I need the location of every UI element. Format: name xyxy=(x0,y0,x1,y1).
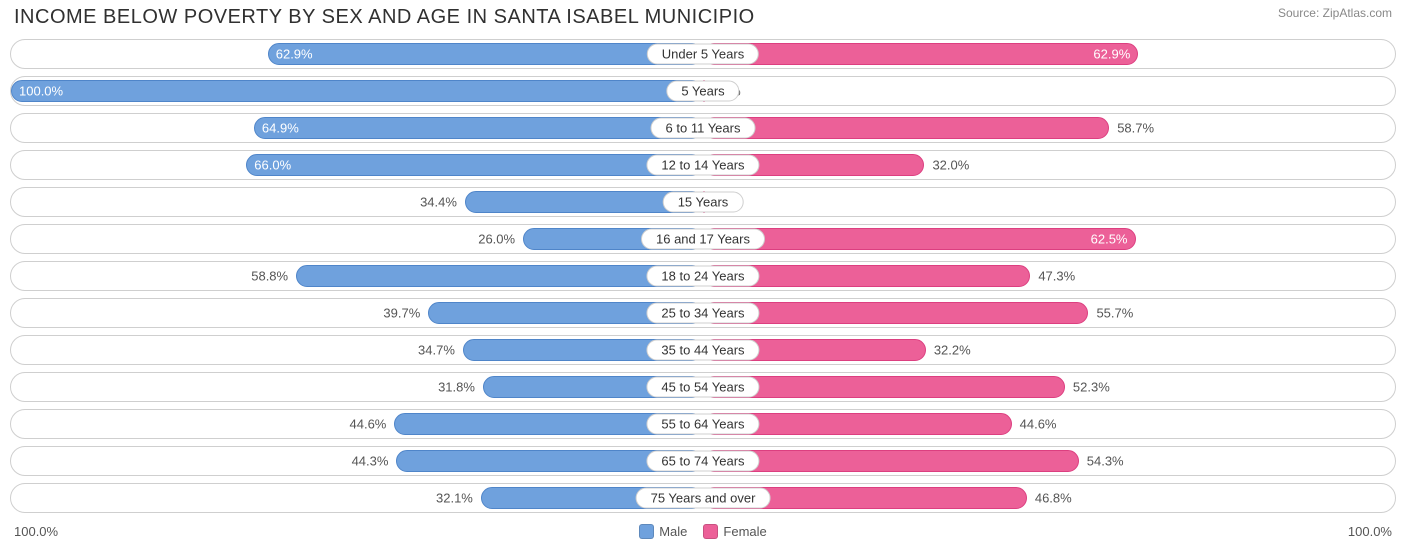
female-bar xyxy=(703,228,1136,250)
female-value-label: 62.9% xyxy=(1093,47,1130,62)
bar-row: 66.0% 32.0% 12 to 14 Years xyxy=(10,150,1396,180)
chart-header: INCOME BELOW POVERTY BY SEX AND AGE IN S… xyxy=(0,0,1406,39)
chart-footer: 100.0% Male Female 100.0% xyxy=(0,520,1406,539)
male-value-label: 66.0% xyxy=(254,158,291,173)
bar-row: 31.8% 52.3% 45 to 54 Years xyxy=(10,372,1396,402)
category-label: Under 5 Years xyxy=(647,44,759,65)
male-value-label: 62.9% xyxy=(276,47,313,62)
male-value-label: 64.9% xyxy=(262,121,299,136)
category-label: 12 to 14 Years xyxy=(646,155,759,176)
male-bar xyxy=(246,154,703,176)
category-label: 5 Years xyxy=(666,81,739,102)
female-value-label: 54.3% xyxy=(1087,454,1124,469)
bar-row: 26.0% 62.5% 16 and 17 Years xyxy=(10,224,1396,254)
male-value-label: 58.8% xyxy=(251,269,288,284)
male-bar xyxy=(296,265,703,287)
chart-source: Source: ZipAtlas.com xyxy=(1278,6,1392,20)
category-label: 55 to 64 Years xyxy=(646,414,759,435)
category-label: 16 and 17 Years xyxy=(641,229,765,250)
female-bar xyxy=(703,117,1109,139)
legend-female-label: Female xyxy=(723,524,766,539)
bar-row: 34.7% 32.2% 35 to 44 Years xyxy=(10,335,1396,365)
bar-row: 100.0%0.0%5 Years xyxy=(10,76,1396,106)
chart-title: INCOME BELOW POVERTY BY SEX AND AGE IN S… xyxy=(14,6,755,29)
bar-row: 39.7% 55.7% 25 to 34 Years xyxy=(10,298,1396,328)
male-value-label: 100.0% xyxy=(19,84,63,99)
legend-male-swatch xyxy=(639,524,654,539)
male-value-label: 39.7% xyxy=(383,306,420,321)
male-bar xyxy=(268,43,703,65)
category-label: 18 to 24 Years xyxy=(646,266,759,287)
male-value-label: 26.0% xyxy=(478,232,515,247)
female-value-label: 32.2% xyxy=(934,343,971,358)
female-value-label: 62.5% xyxy=(1091,232,1128,247)
bar-row: 44.6% 44.6% 55 to 64 Years xyxy=(10,409,1396,439)
legend-female: Female xyxy=(703,524,766,539)
male-bar xyxy=(254,117,703,139)
female-value-label: 52.3% xyxy=(1073,380,1110,395)
legend-male: Male xyxy=(639,524,687,539)
category-label: 35 to 44 Years xyxy=(646,340,759,361)
category-label: 6 to 11 Years xyxy=(651,118,756,139)
legend-female-swatch xyxy=(703,524,718,539)
bar-row: 44.3% 54.3% 65 to 74 Years xyxy=(10,446,1396,476)
male-value-label: 31.8% xyxy=(438,380,475,395)
male-value-label: 32.1% xyxy=(436,491,473,506)
category-label: 15 Years xyxy=(663,192,744,213)
chart-rows: 62.9% 62.9% Under 5 Years 100.0%0.0%5 Years… xyxy=(0,39,1406,513)
category-label: 45 to 54 Years xyxy=(646,377,759,398)
bar-row: 62.9% 62.9% Under 5 Years xyxy=(10,39,1396,69)
poverty-by-sex-age-chart: INCOME BELOW POVERTY BY SEX AND AGE IN S… xyxy=(0,0,1406,558)
female-bar xyxy=(703,302,1088,324)
male-value-label: 34.4% xyxy=(420,195,457,210)
legend-male-label: Male xyxy=(659,524,687,539)
bar-row: 58.8% 47.3% 18 to 24 Years xyxy=(10,261,1396,291)
female-bar xyxy=(703,43,1138,65)
bar-row: 32.1% 46.8% 75 Years and over xyxy=(10,483,1396,513)
category-label: 25 to 34 Years xyxy=(646,303,759,324)
male-bar xyxy=(11,80,703,102)
female-value-label: 32.0% xyxy=(932,158,969,173)
female-value-label: 55.7% xyxy=(1096,306,1133,321)
axis-left-label: 100.0% xyxy=(14,524,58,539)
bar-row: 64.9% 58.7% 6 to 11 Years xyxy=(10,113,1396,143)
axis-right-label: 100.0% xyxy=(1348,524,1392,539)
male-value-label: 34.7% xyxy=(418,343,455,358)
female-value-label: 58.7% xyxy=(1117,121,1154,136)
female-value-label: 46.8% xyxy=(1035,491,1072,506)
male-value-label: 44.3% xyxy=(352,454,389,469)
chart-legend: Male Female xyxy=(639,524,767,539)
male-value-label: 44.6% xyxy=(350,417,387,432)
category-label: 75 Years and over xyxy=(636,488,771,509)
female-value-label: 47.3% xyxy=(1038,269,1075,284)
category-label: 65 to 74 Years xyxy=(646,451,759,472)
female-value-label: 44.6% xyxy=(1020,417,1057,432)
bar-row: 34.4%0.0%15 Years xyxy=(10,187,1396,217)
